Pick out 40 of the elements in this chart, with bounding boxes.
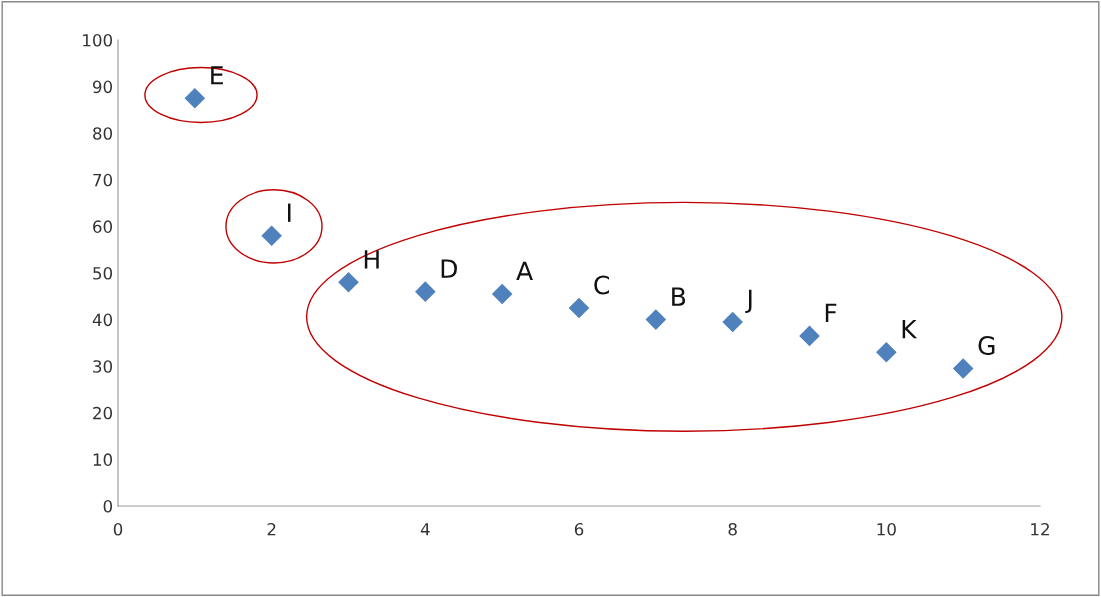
x-tick-label: 4 xyxy=(420,523,430,536)
point xyxy=(799,325,820,347)
annotation: B xyxy=(672,287,686,306)
point xyxy=(952,358,974,379)
x-tick-label: 6 xyxy=(574,522,584,536)
annotation: H xyxy=(364,250,379,269)
point xyxy=(568,297,590,319)
annotation: I xyxy=(288,203,291,222)
annotation: A xyxy=(516,261,533,281)
y-tick-label: 80 xyxy=(93,127,113,140)
annotation: C xyxy=(594,275,609,295)
x-tick-label: 10 xyxy=(877,522,896,536)
point xyxy=(645,309,667,330)
y-tick-label: 90 xyxy=(92,80,113,94)
x-tick-label: 8 xyxy=(728,522,737,536)
y-tick-label: 40 xyxy=(92,313,113,327)
y-tick-label: 50 xyxy=(93,266,113,280)
point xyxy=(184,87,206,109)
point xyxy=(876,341,897,363)
annotation: F xyxy=(825,303,837,323)
annotation: K xyxy=(902,320,918,339)
y-tick-label: 20 xyxy=(93,406,113,420)
point xyxy=(261,225,282,247)
x-tick-label: 2 xyxy=(267,522,276,536)
y-tick-label: 10 xyxy=(93,453,113,466)
y-tick-label: 0 xyxy=(103,499,113,513)
y-tick-label: 70 xyxy=(93,173,113,187)
point xyxy=(722,311,743,333)
point xyxy=(338,272,359,293)
y-tick-label: 30 xyxy=(93,360,113,373)
x-tick-label: 0 xyxy=(113,522,123,536)
x-tick-label: 12 xyxy=(1031,522,1049,536)
annotation: E xyxy=(211,66,223,85)
annotation: G xyxy=(978,336,995,355)
point xyxy=(415,281,436,302)
y-tick-label: 100 xyxy=(83,33,113,47)
annotation: J xyxy=(745,289,752,314)
annotation: D xyxy=(441,259,457,278)
y-tick-label: 60 xyxy=(93,220,113,233)
point xyxy=(491,283,513,305)
